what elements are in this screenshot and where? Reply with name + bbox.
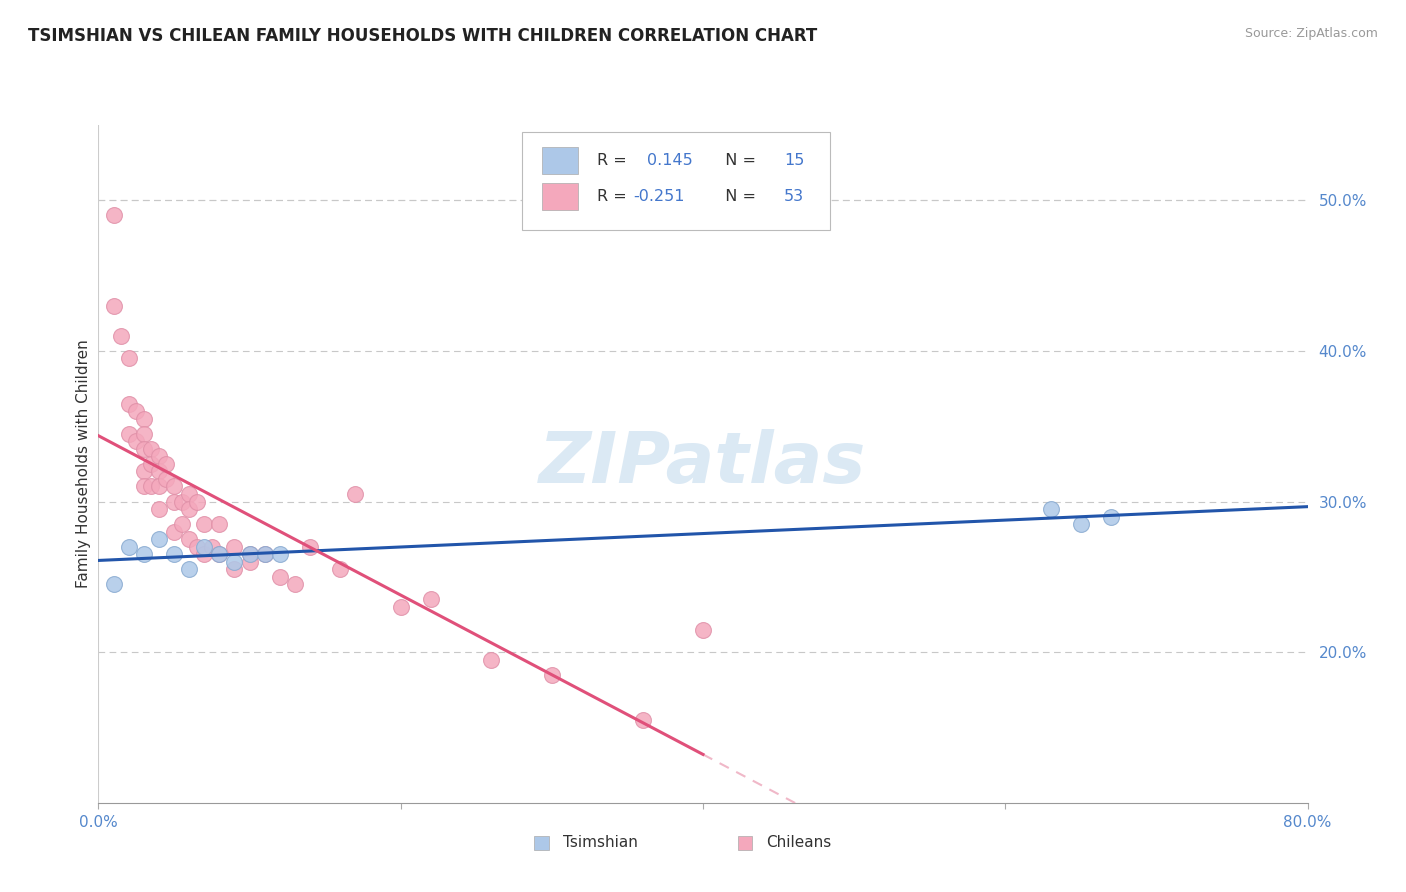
Text: -0.251: -0.251 — [633, 188, 685, 203]
Text: 15: 15 — [785, 153, 804, 169]
Point — [193, 540, 215, 554]
Point — [1099, 509, 1122, 524]
Point — [186, 494, 208, 508]
Text: Tsimshian: Tsimshian — [562, 836, 637, 850]
Text: ZIPatlas: ZIPatlas — [540, 429, 866, 499]
Point — [239, 547, 262, 561]
Bar — [543, 183, 578, 210]
Point — [141, 457, 163, 471]
Point — [170, 494, 193, 508]
Point — [148, 479, 170, 493]
Text: N =: N = — [716, 188, 761, 203]
Point — [420, 592, 443, 607]
Point — [132, 426, 155, 441]
Point — [186, 540, 208, 554]
Point — [163, 547, 186, 561]
Point — [132, 464, 155, 478]
Point — [103, 299, 125, 313]
Point — [179, 487, 201, 501]
Point — [132, 411, 155, 425]
Point — [284, 577, 307, 591]
Point — [481, 653, 503, 667]
Point — [155, 472, 177, 486]
Point — [118, 426, 141, 441]
Point — [208, 517, 231, 532]
Point — [163, 494, 186, 508]
Point — [132, 442, 155, 456]
Point — [110, 328, 132, 343]
Point — [299, 540, 322, 554]
Point — [1039, 502, 1062, 516]
Point — [208, 547, 231, 561]
Point — [224, 540, 246, 554]
Point — [141, 479, 163, 493]
Point — [148, 502, 170, 516]
Point — [132, 479, 155, 493]
Point — [692, 623, 714, 637]
Text: R =: R = — [596, 153, 631, 169]
Point — [239, 555, 262, 569]
Text: Source: ZipAtlas.com: Source: ZipAtlas.com — [1244, 27, 1378, 40]
Point — [1070, 517, 1092, 532]
Point — [148, 450, 170, 464]
Point — [118, 396, 141, 410]
Point — [193, 547, 215, 561]
Point — [344, 487, 367, 501]
Point — [239, 547, 262, 561]
Point — [193, 517, 215, 532]
Text: TSIMSHIAN VS CHILEAN FAMILY HOUSEHOLDS WITH CHILDREN CORRELATION CHART: TSIMSHIAN VS CHILEAN FAMILY HOUSEHOLDS W… — [28, 27, 817, 45]
Point — [224, 562, 246, 576]
Y-axis label: Family Households with Children: Family Households with Children — [76, 340, 91, 588]
Point — [329, 562, 352, 576]
Point — [118, 540, 141, 554]
Point — [631, 713, 654, 727]
Point — [208, 547, 231, 561]
Point — [125, 404, 148, 418]
Text: R =: R = — [596, 188, 631, 203]
Point — [103, 208, 125, 222]
Point — [201, 540, 224, 554]
Point — [132, 547, 155, 561]
Point — [179, 502, 201, 516]
Point — [389, 599, 412, 614]
Text: Chileans: Chileans — [766, 836, 832, 850]
Bar — [543, 147, 578, 174]
Point — [148, 532, 170, 546]
Point — [155, 457, 177, 471]
Point — [253, 547, 276, 561]
Point — [141, 442, 163, 456]
Text: 0.145: 0.145 — [647, 153, 693, 169]
Point — [118, 351, 141, 366]
Point — [103, 577, 125, 591]
FancyBboxPatch shape — [522, 132, 830, 230]
Point — [269, 570, 291, 584]
Point — [163, 524, 186, 539]
Text: 53: 53 — [785, 188, 804, 203]
Point — [179, 532, 201, 546]
Text: N =: N = — [716, 153, 761, 169]
Point — [179, 562, 201, 576]
Point — [163, 479, 186, 493]
Point — [253, 547, 276, 561]
Point — [170, 517, 193, 532]
Point — [224, 555, 246, 569]
Point — [269, 547, 291, 561]
Point — [148, 464, 170, 478]
Point — [540, 667, 562, 681]
Point — [125, 434, 148, 449]
